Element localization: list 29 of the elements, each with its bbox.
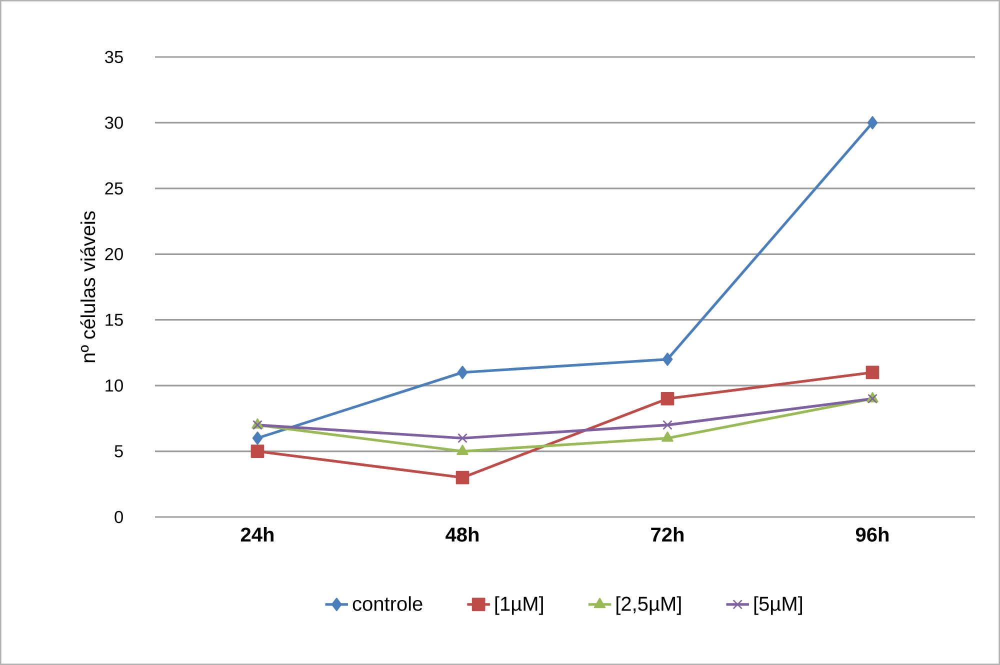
point: [458, 433, 468, 444]
point: [250, 444, 264, 458]
y-tick-label: 15: [106, 314, 123, 326]
y-tick-label: 10: [106, 379, 123, 392]
point: [662, 352, 673, 366]
legend-label: controle: [352, 596, 422, 611]
point: [662, 431, 674, 442]
x-tick-label: 96h: [856, 527, 888, 542]
legend-label: [2,5µM]: [616, 596, 681, 615]
point: [867, 116, 878, 130]
point: [660, 392, 674, 406]
y-tick-label: 0: [114, 510, 123, 524]
point: [456, 470, 470, 484]
y-tick-label: 25: [105, 182, 123, 195]
y-axis-title: nº células viáveis: [80, 211, 96, 362]
point: [662, 420, 672, 430]
legend-label: [1µM]: [495, 596, 543, 615]
x-tick-label: 48h: [446, 527, 478, 542]
point: [866, 366, 880, 380]
point: [457, 366, 468, 380]
x-tick-label: 72h: [651, 527, 684, 542]
y-tick-label: 20: [105, 248, 123, 260]
legend-label: [5µM]: [754, 596, 802, 615]
point: [456, 444, 468, 455]
y-tick-label: 5: [114, 445, 123, 458]
y-tick-label: 35: [105, 50, 123, 64]
x-tick-label: 24h: [240, 527, 274, 542]
point: [252, 431, 263, 445]
y-tick-label: 30: [105, 116, 123, 129]
